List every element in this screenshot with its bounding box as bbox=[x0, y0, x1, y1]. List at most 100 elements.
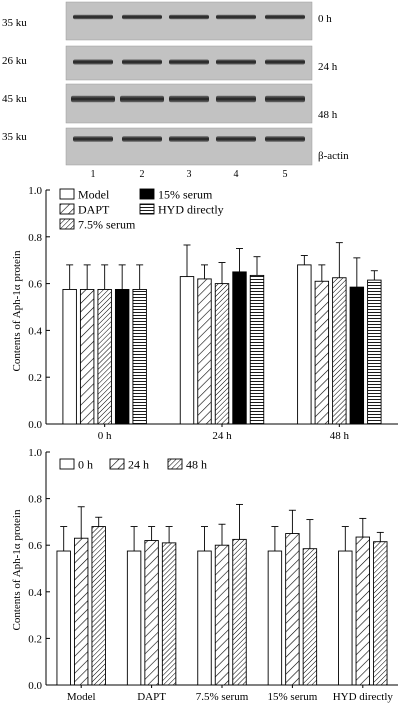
bar bbox=[79, 288, 95, 425]
blot-strip bbox=[65, 83, 313, 124]
legend-swatch bbox=[109, 458, 125, 470]
legend-label: 15% serum bbox=[158, 188, 213, 202]
bar bbox=[332, 277, 347, 425]
blot-lane-labels: 1 2 3 4 5 bbox=[91, 169, 288, 180]
x-tick-label: DAPT bbox=[137, 691, 166, 703]
bar bbox=[267, 550, 283, 686]
plot-area: 0.0 0.2 0.4 0.6 0.8 1.0 Model DAPT 7.5% serum 15%… bbox=[28, 447, 398, 703]
y-tick-label: 0.8 bbox=[28, 494, 42, 506]
lane-label: 4 bbox=[234, 169, 239, 180]
blot-band bbox=[265, 136, 305, 142]
bar bbox=[285, 533, 300, 686]
y-tick-label: 0.0 bbox=[28, 419, 42, 431]
blot-strips bbox=[65, 1, 313, 166]
blot-band bbox=[169, 59, 209, 65]
legend: 0 h 24 h 48 h bbox=[59, 458, 207, 472]
blot-time-label: 0 h bbox=[318, 13, 332, 25]
legend-swatch bbox=[59, 458, 75, 470]
legend-label: 24 h bbox=[128, 458, 149, 472]
bar bbox=[214, 544, 230, 686]
western-blot-panel: 35 ku 26 ku 45 ku 35 ku 0 h 24 h 48 h β-… bbox=[2, 1, 349, 180]
blot-band bbox=[120, 95, 164, 103]
legend-swatch bbox=[139, 203, 155, 215]
bar-chart-by-group: Contents of Aph-1α protein 0.00.20.40.60… bbox=[11, 447, 398, 703]
blot-band bbox=[265, 95, 305, 103]
legend-label: 48 h bbox=[186, 458, 207, 472]
lane-label: 5 bbox=[283, 169, 288, 180]
legend-label: Model bbox=[78, 188, 110, 202]
blot-size-label: 35 ku bbox=[2, 131, 27, 143]
x-tick-label: 0 h bbox=[98, 430, 112, 442]
bar bbox=[179, 276, 195, 425]
bar bbox=[314, 280, 330, 425]
x-tick-label: HYD directly bbox=[333, 691, 394, 703]
blot-band bbox=[216, 95, 256, 103]
bar bbox=[214, 283, 230, 425]
y-tick-label: 1.0 bbox=[28, 447, 42, 459]
blot-band bbox=[216, 136, 256, 142]
bar bbox=[91, 526, 106, 686]
y-tick-label: 0.0 bbox=[28, 680, 42, 692]
bar-chart-by-time: Contents of Aph-1α protein 0.00.20.40.60… bbox=[11, 185, 398, 442]
bar bbox=[349, 286, 365, 425]
plot-area: 0.0 0.2 0.4 0.6 0.8 1.0 0 h 24 h 48 h bbox=[28, 185, 398, 442]
bar bbox=[161, 542, 177, 686]
x-tick-label: 15% serum bbox=[268, 691, 318, 703]
blot-band bbox=[265, 14, 305, 20]
lane-label: 1 bbox=[91, 169, 96, 180]
blot-band bbox=[122, 14, 162, 20]
legend-swatch bbox=[59, 188, 75, 200]
legend-label: DAPT bbox=[78, 203, 110, 217]
bar bbox=[197, 278, 212, 425]
bar bbox=[338, 550, 353, 686]
blot-band bbox=[265, 59, 305, 65]
y-tick-label: 0.6 bbox=[28, 540, 42, 552]
blot-band bbox=[122, 59, 162, 65]
lane-label: 2 bbox=[140, 169, 145, 180]
bar bbox=[297, 264, 312, 425]
blot-time-label: β-actin bbox=[318, 150, 349, 162]
blot-band bbox=[216, 59, 256, 65]
blot-time-label: 24 h bbox=[318, 61, 338, 73]
y-tick-label: 0.2 bbox=[28, 633, 42, 645]
blot-band bbox=[216, 14, 256, 20]
y-axis-label: Contents of Aph-1α protein bbox=[11, 509, 23, 630]
legend-swatch bbox=[167, 458, 183, 470]
legend-label: 0 h bbox=[78, 458, 93, 472]
blot-band bbox=[71, 95, 115, 103]
blot-size-label: 26 ku bbox=[2, 55, 27, 67]
bar bbox=[56, 550, 71, 686]
y-axis-label: Contents of Aph-1α protein bbox=[11, 250, 23, 371]
bar bbox=[126, 550, 142, 686]
blot-time-label: 48 h bbox=[318, 109, 338, 121]
blot-band bbox=[73, 136, 113, 142]
bar bbox=[114, 288, 130, 425]
legend-swatch bbox=[59, 203, 75, 215]
bar bbox=[97, 288, 112, 425]
bar bbox=[302, 548, 318, 686]
legend-label: HYD directly bbox=[158, 203, 224, 217]
blot-band bbox=[122, 136, 162, 142]
lane-label: 3 bbox=[187, 169, 192, 180]
bar bbox=[249, 274, 265, 425]
blot-band bbox=[73, 59, 113, 65]
blot-band bbox=[169, 95, 209, 103]
bar bbox=[73, 537, 89, 686]
blot-strip bbox=[65, 1, 313, 41]
legend-swatch bbox=[139, 188, 155, 200]
bar bbox=[62, 288, 77, 425]
y-tick-label: 0.6 bbox=[28, 279, 42, 291]
legend-label: 7.5% serum bbox=[78, 218, 136, 232]
blot-size-label: 35 ku bbox=[2, 17, 27, 29]
x-tick-label: 7.5% serum bbox=[196, 691, 249, 703]
blot-band bbox=[169, 14, 209, 20]
blot-strip bbox=[65, 127, 313, 166]
bar bbox=[232, 271, 247, 425]
blot-band bbox=[73, 14, 113, 20]
x-tick-label: 24 h bbox=[212, 430, 232, 442]
blot-size-label: 45 ku bbox=[2, 93, 27, 105]
blot-size-labels: 35 ku 26 ku 45 ku 35 ku bbox=[2, 17, 27, 143]
y-tick-label: 0.2 bbox=[28, 372, 42, 384]
bar bbox=[144, 540, 159, 686]
